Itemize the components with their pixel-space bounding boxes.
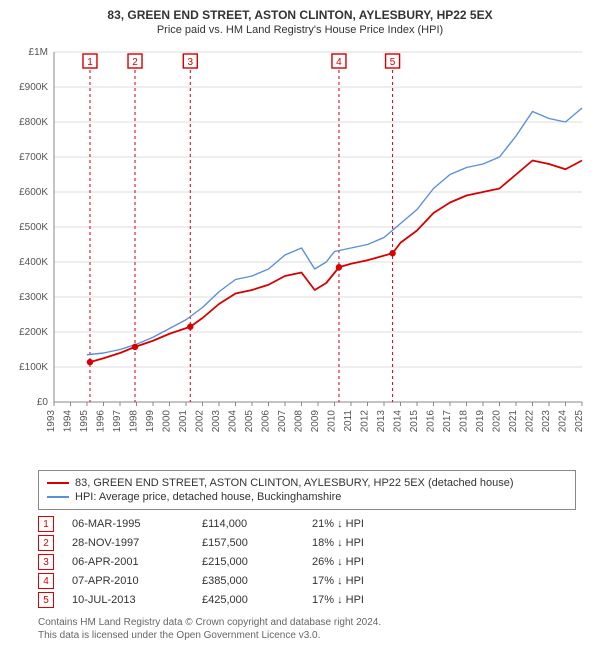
svg-text:2007: 2007 — [277, 410, 288, 433]
svg-text:1996: 1996 — [96, 410, 107, 433]
svg-text:£600K: £600K — [19, 187, 48, 198]
svg-text:2009: 2009 — [310, 410, 321, 433]
transaction-delta: 18% ↓ HPI — [312, 537, 422, 549]
svg-text:2015: 2015 — [409, 410, 420, 433]
svg-text:£500K: £500K — [19, 222, 48, 233]
svg-text:£300K: £300K — [19, 292, 48, 303]
svg-text:£900K: £900K — [19, 82, 48, 93]
svg-text:2003: 2003 — [211, 410, 222, 433]
svg-text:1993: 1993 — [46, 410, 57, 433]
transaction-date: 28-NOV-1997 — [72, 537, 202, 549]
line-chart-svg: £0 £100K £200K £300K £400K £500K £600K £700K £80… — [8, 42, 592, 462]
transaction-row: 1 06-MAR-1995£114,00021% ↓ HPI — [38, 516, 592, 532]
svg-text:2006: 2006 — [261, 410, 272, 433]
svg-text:£1M: £1M — [29, 47, 48, 58]
legend: 83, GREEN END STREET, ASTON CLINTON, AYL… — [38, 470, 576, 510]
svg-text:2014: 2014 — [393, 410, 404, 433]
transaction-row: 4 07-APR-2010£385,00017% ↓ HPI — [38, 573, 592, 589]
svg-text:1997: 1997 — [112, 410, 123, 433]
transaction-delta: 17% ↓ HPI — [312, 575, 422, 587]
chart-area: £0 £100K £200K £300K £400K £500K £600K £700K £80… — [8, 42, 592, 462]
svg-text:£200K: £200K — [19, 327, 48, 338]
transaction-price: £114,000 — [202, 518, 312, 530]
transaction-price: £425,000 — [202, 594, 312, 606]
transaction-marker: 4 — [38, 573, 54, 589]
transaction-row: 5 10-JUL-2013£425,00017% ↓ HPI — [38, 592, 592, 608]
svg-text:2024: 2024 — [558, 410, 569, 433]
footer-line-1: Contains HM Land Registry data © Crown c… — [38, 616, 592, 629]
transaction-marker: 5 — [38, 592, 54, 608]
svg-text:1: 1 — [87, 57, 93, 68]
svg-text:2025: 2025 — [574, 410, 585, 433]
chart-title: 83, GREEN END STREET, ASTON CLINTON, AYL… — [8, 8, 592, 22]
legend-label: HPI: Average price, detached house, Buck… — [75, 491, 341, 503]
svg-text:2000: 2000 — [162, 410, 173, 433]
transaction-price: £157,500 — [202, 537, 312, 549]
footer-attribution: Contains HM Land Registry data © Crown c… — [38, 616, 592, 642]
svg-text:1994: 1994 — [63, 410, 74, 433]
svg-text:1999: 1999 — [145, 410, 156, 433]
transaction-delta: 17% ↓ HPI — [312, 594, 422, 606]
svg-text:£800K: £800K — [19, 117, 48, 128]
svg-text:2002: 2002 — [195, 410, 206, 433]
transaction-row: 3 06-APR-2001£215,00026% ↓ HPI — [38, 554, 592, 570]
svg-text:2005: 2005 — [244, 410, 255, 433]
svg-text:2008: 2008 — [294, 410, 305, 433]
svg-text:2020: 2020 — [492, 410, 503, 433]
svg-text:2018: 2018 — [459, 410, 470, 433]
legend-label: 83, GREEN END STREET, ASTON CLINTON, AYL… — [75, 477, 514, 489]
svg-text:5: 5 — [390, 57, 396, 68]
transaction-date: 07-APR-2010 — [72, 575, 202, 587]
svg-text:2017: 2017 — [442, 410, 453, 433]
transaction-date: 06-MAR-1995 — [72, 518, 202, 530]
transaction-price: £215,000 — [202, 556, 312, 568]
transaction-delta: 21% ↓ HPI — [312, 518, 422, 530]
legend-item: 83, GREEN END STREET, ASTON CLINTON, AYL… — [47, 477, 567, 489]
svg-text:2012: 2012 — [360, 410, 371, 433]
svg-text:£700K: £700K — [19, 152, 48, 163]
svg-text:2021: 2021 — [508, 410, 519, 433]
svg-text:2019: 2019 — [475, 410, 486, 433]
svg-text:4: 4 — [336, 57, 342, 68]
transaction-delta: 26% ↓ HPI — [312, 556, 422, 568]
svg-text:2010: 2010 — [327, 410, 338, 433]
transaction-marker: 1 — [38, 516, 54, 532]
transactions-table: 1 06-MAR-1995£114,00021% ↓ HPI 2 28-NOV-199… — [38, 516, 592, 608]
transaction-price: £385,000 — [202, 575, 312, 587]
svg-text:1998: 1998 — [129, 410, 140, 433]
svg-text:£0: £0 — [37, 397, 49, 408]
chart-subtitle: Price paid vs. HM Land Registry's House … — [8, 24, 592, 36]
transaction-date: 10-JUL-2013 — [72, 594, 202, 606]
svg-text:£400K: £400K — [19, 257, 48, 268]
svg-text:3: 3 — [188, 57, 194, 68]
svg-text:2022: 2022 — [525, 410, 536, 433]
transaction-marker: 3 — [38, 554, 54, 570]
svg-text:2016: 2016 — [426, 410, 437, 433]
svg-text:2: 2 — [132, 57, 138, 68]
svg-text:2013: 2013 — [376, 410, 387, 433]
legend-swatch — [47, 482, 69, 484]
transaction-row: 2 28-NOV-1997£157,50018% ↓ HPI — [38, 535, 592, 551]
legend-item: HPI: Average price, detached house, Buck… — [47, 491, 567, 503]
transaction-marker: 2 — [38, 535, 54, 551]
svg-text:2011: 2011 — [343, 410, 354, 432]
footer-line-2: This data is licensed under the Open Gov… — [38, 629, 592, 642]
transaction-date: 06-APR-2001 — [72, 556, 202, 568]
svg-text:2004: 2004 — [228, 410, 239, 433]
svg-text:£100K: £100K — [19, 362, 48, 373]
legend-swatch — [47, 496, 69, 498]
svg-text:2001: 2001 — [178, 410, 189, 433]
svg-text:2023: 2023 — [541, 410, 552, 433]
svg-text:1995: 1995 — [79, 410, 90, 433]
